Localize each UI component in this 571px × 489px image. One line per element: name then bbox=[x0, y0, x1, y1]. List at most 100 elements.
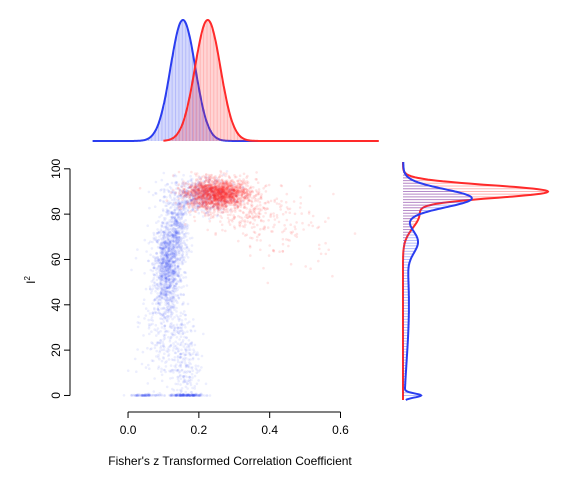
point-red bbox=[280, 199, 283, 203]
point-blue bbox=[170, 306, 173, 309]
point-blue bbox=[173, 368, 177, 372]
point-blue bbox=[159, 262, 162, 265]
point-blue bbox=[173, 284, 176, 288]
point-blue bbox=[165, 250, 169, 253]
point-red bbox=[214, 191, 218, 194]
y-tick-label: 0 bbox=[49, 392, 63, 399]
point-blue bbox=[181, 250, 185, 254]
point-blue bbox=[166, 275, 169, 279]
point-blue bbox=[187, 179, 190, 183]
point-red bbox=[235, 185, 238, 188]
point-blue bbox=[166, 286, 169, 289]
point-blue bbox=[166, 264, 170, 268]
point-red bbox=[209, 183, 212, 186]
point-blue bbox=[162, 293, 166, 297]
point-blue bbox=[161, 246, 165, 249]
point-blue bbox=[160, 247, 164, 251]
point-blue bbox=[165, 260, 168, 264]
point-blue bbox=[164, 253, 167, 257]
point-blue bbox=[167, 262, 171, 266]
point-red bbox=[182, 187, 186, 191]
point-blue bbox=[171, 261, 174, 265]
point-blue bbox=[175, 323, 179, 327]
point-blue bbox=[168, 185, 172, 189]
point-red bbox=[229, 213, 232, 217]
point-red bbox=[250, 226, 254, 229]
point-red bbox=[309, 221, 313, 224]
point-red bbox=[209, 195, 212, 198]
point-red bbox=[239, 201, 243, 205]
point-blue bbox=[166, 279, 170, 283]
point-blue bbox=[176, 257, 179, 261]
point-blue bbox=[167, 280, 171, 284]
point-blue bbox=[172, 221, 176, 225]
point-blue bbox=[162, 201, 166, 204]
point-red bbox=[255, 223, 259, 227]
point-blue bbox=[176, 293, 180, 297]
point-blue bbox=[174, 251, 178, 255]
point-blue bbox=[164, 232, 168, 235]
point-blue bbox=[160, 253, 164, 256]
point-blue bbox=[163, 327, 166, 330]
point-blue bbox=[161, 247, 164, 250]
point-blue bbox=[171, 302, 175, 306]
point-red bbox=[233, 227, 237, 230]
point-red bbox=[249, 193, 252, 196]
point-blue bbox=[167, 243, 171, 246]
point-blue bbox=[182, 293, 185, 297]
point-blue bbox=[181, 253, 184, 256]
point-blue bbox=[173, 265, 177, 268]
point-blue bbox=[176, 331, 180, 334]
point-red bbox=[281, 212, 285, 216]
point-blue bbox=[161, 261, 164, 264]
point-blue bbox=[169, 252, 173, 256]
point-blue bbox=[146, 346, 149, 350]
point-blue bbox=[166, 264, 169, 267]
point-blue bbox=[179, 246, 182, 249]
point-blue bbox=[167, 301, 171, 305]
point-blue bbox=[169, 258, 172, 262]
point-blue bbox=[161, 268, 165, 271]
point-red bbox=[242, 211, 245, 215]
point-blue bbox=[165, 296, 168, 299]
point-blue bbox=[172, 260, 176, 264]
point-blue bbox=[161, 273, 165, 277]
point-blue bbox=[162, 259, 166, 262]
point-blue bbox=[175, 231, 178, 234]
point-blue bbox=[174, 282, 178, 286]
point-blue bbox=[164, 271, 167, 274]
point-blue bbox=[201, 215, 205, 218]
point-red bbox=[199, 189, 203, 192]
point-blue bbox=[170, 358, 174, 361]
point-red bbox=[193, 209, 197, 213]
point-blue bbox=[169, 377, 172, 380]
point-blue bbox=[165, 251, 168, 254]
point-blue bbox=[150, 316, 154, 319]
point-red bbox=[281, 242, 285, 246]
point-blue bbox=[164, 260, 167, 263]
point-blue bbox=[171, 240, 175, 244]
point-blue bbox=[161, 261, 165, 265]
point-blue bbox=[184, 313, 187, 317]
point-blue bbox=[159, 339, 163, 342]
point-blue bbox=[171, 296, 175, 299]
point-blue bbox=[161, 261, 165, 264]
point-blue bbox=[173, 255, 177, 258]
point-red bbox=[232, 198, 236, 202]
point-red bbox=[246, 216, 249, 219]
point-blue bbox=[188, 370, 191, 373]
point-blue bbox=[168, 223, 171, 226]
point-blue bbox=[148, 285, 152, 289]
point-blue bbox=[142, 302, 145, 306]
point-blue bbox=[179, 314, 182, 318]
point-blue bbox=[166, 247, 169, 250]
point-blue bbox=[182, 345, 186, 348]
point-blue bbox=[172, 246, 176, 250]
point-red bbox=[243, 206, 246, 209]
point-blue bbox=[168, 285, 172, 288]
point-blue bbox=[161, 248, 164, 251]
point-blue bbox=[163, 241, 167, 244]
point-blue bbox=[162, 275, 166, 279]
point-red bbox=[265, 184, 268, 187]
point-blue bbox=[166, 293, 169, 296]
